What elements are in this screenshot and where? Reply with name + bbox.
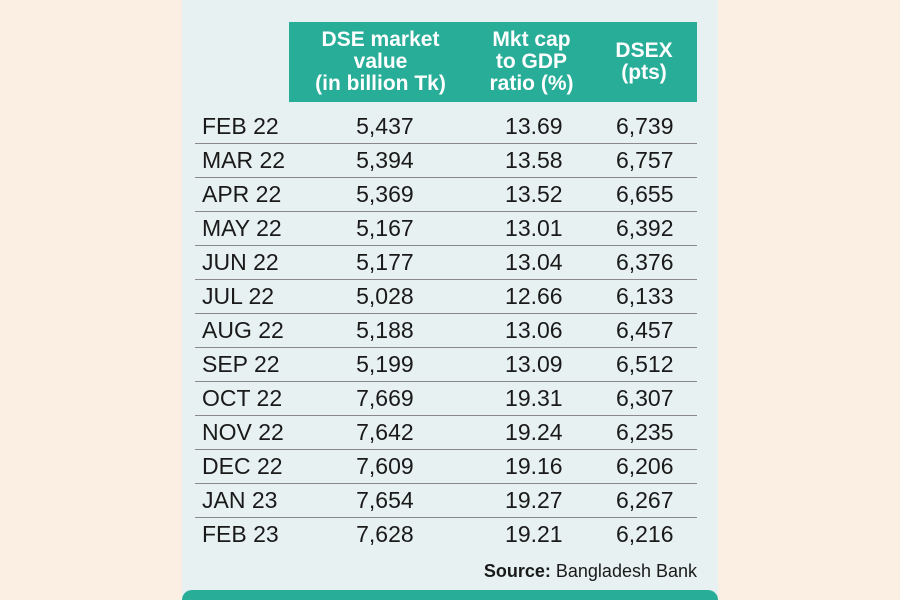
table-row: FEB 23 7,628 19.21 6,216 (195, 518, 697, 551)
cell-market-value: 5,167 (356, 215, 414, 241)
cell-dsex: 6,739 (615, 113, 674, 139)
cell-market-value: 5,028 (356, 283, 414, 309)
cell-dsex: 6,512 (615, 351, 674, 377)
cell-month: SEP 22 (202, 351, 280, 377)
header-ratio-line-1: Mkt cap (492, 28, 571, 51)
cell-dsex: 6,307 (615, 385, 674, 411)
cell-month: OCT 22 (202, 385, 283, 411)
cell-month: AUG 22 (202, 317, 284, 343)
table-row: SEP 22 5,199 13.09 6,512 (195, 348, 697, 382)
table-row: MAY 22 5,167 13.01 6,392 (195, 212, 697, 246)
cell-month: FEB 22 (202, 113, 279, 139)
header-dsex-line-1: DSEX (615, 39, 673, 62)
table-row: DEC 22 7,609 19.16 6,206 (195, 450, 697, 484)
cell-dsex: 6,216 (615, 521, 674, 547)
cell-market-value: 7,642 (356, 419, 414, 445)
cell-ratio: 19.31 (505, 385, 563, 411)
cell-market-value: 5,437 (356, 113, 414, 139)
cell-market-value: 7,628 (356, 521, 414, 547)
cell-market-value: 5,369 (356, 181, 414, 207)
table-row: FEB 22 5,437 13.69 6,739 (195, 110, 697, 144)
header-market-value-line-1: DSE market (321, 28, 440, 51)
header-dsex-line-2: (pts) (621, 61, 667, 84)
cell-dsex: 6,376 (615, 249, 674, 275)
cell-dsex: 6,267 (615, 487, 674, 513)
cell-month: APR 22 (202, 181, 282, 207)
cell-ratio: 19.24 (505, 419, 563, 445)
cell-market-value: 7,654 (356, 487, 414, 513)
table-row: JUL 22 5,028 12.66 6,133 (195, 280, 697, 314)
cell-market-value: 5,188 (356, 317, 414, 343)
cell-market-value: 7,609 (356, 453, 414, 479)
cell-dsex: 6,235 (615, 419, 674, 445)
table-row: JAN 23 7,654 19.27 6,267 (195, 484, 697, 518)
cell-ratio: 13.52 (505, 181, 563, 207)
cell-dsex: 6,457 (615, 317, 674, 343)
header-market-value: DSE market value (in billion Tk) (289, 22, 472, 102)
table-body: FEB 22 5,437 13.69 6,739 MAR 22 5,394 13.58 6,7… (195, 110, 697, 551)
cell-month: DEC 22 (202, 453, 283, 479)
header-ratio-line-2: to GDP (495, 50, 568, 73)
source-label: Source: (483, 561, 551, 581)
table-row: NOV 22 7,642 19.24 6,235 (195, 416, 697, 450)
footer-bar (182, 590, 718, 600)
cell-dsex: 6,206 (615, 453, 674, 479)
table-row: MAR 22 5,394 13.58 6,757 (195, 144, 697, 178)
table-row: APR 22 5,369 13.52 6,655 (195, 178, 697, 212)
source-note: Source: Bangladesh Bank (484, 561, 697, 582)
header-dsex: DSEX (pts) (591, 22, 697, 102)
cell-month: NOV 22 (202, 419, 284, 445)
table-row: OCT 22 7,669 19.31 6,307 (195, 382, 697, 416)
cell-market-value: 7,669 (356, 385, 414, 411)
header-market-value-line-3: (in billion Tk) (315, 72, 446, 95)
cell-month: FEB 23 (202, 521, 279, 547)
cell-month: MAR 22 (202, 147, 286, 173)
cell-dsex: 6,655 (615, 181, 674, 207)
header-market-value-line-2: value (353, 50, 408, 73)
source-name: Bangladesh Bank (555, 561, 697, 581)
cell-dsex: 6,757 (615, 147, 674, 173)
table-row: JUN 22 5,177 13.04 6,376 (195, 246, 697, 280)
cell-ratio: 13.01 (505, 215, 563, 241)
cell-month: JAN 23 (202, 487, 278, 513)
table-row: AUG 22 5,188 13.06 6,457 (195, 314, 697, 348)
header-ratio-line-3: ratio (%) (489, 72, 574, 95)
cell-ratio: 13.06 (505, 317, 563, 343)
cell-ratio: 13.04 (505, 249, 563, 275)
cell-ratio: 19.16 (505, 453, 563, 479)
cell-ratio: 12.66 (505, 283, 563, 309)
header-ratio: Mkt cap to GDP ratio (%) (472, 22, 591, 102)
cell-ratio: 13.58 (505, 147, 563, 173)
cell-ratio: 13.09 (505, 351, 563, 377)
cell-market-value: 5,394 (356, 147, 414, 173)
cell-dsex: 6,133 (615, 283, 674, 309)
cell-month: JUL 22 (202, 283, 275, 309)
cell-month: JUN 22 (202, 249, 279, 275)
cell-ratio: 19.21 (505, 521, 563, 547)
table-header: DSE market value (in billion Tk) Mkt cap… (289, 22, 697, 102)
cell-dsex: 6,392 (615, 215, 674, 241)
cell-ratio: 13.69 (505, 113, 563, 139)
cell-market-value: 5,177 (356, 249, 414, 275)
cell-market-value: 5,199 (356, 351, 414, 377)
cell-month: MAY 22 (202, 215, 282, 241)
cell-ratio: 19.27 (505, 487, 563, 513)
